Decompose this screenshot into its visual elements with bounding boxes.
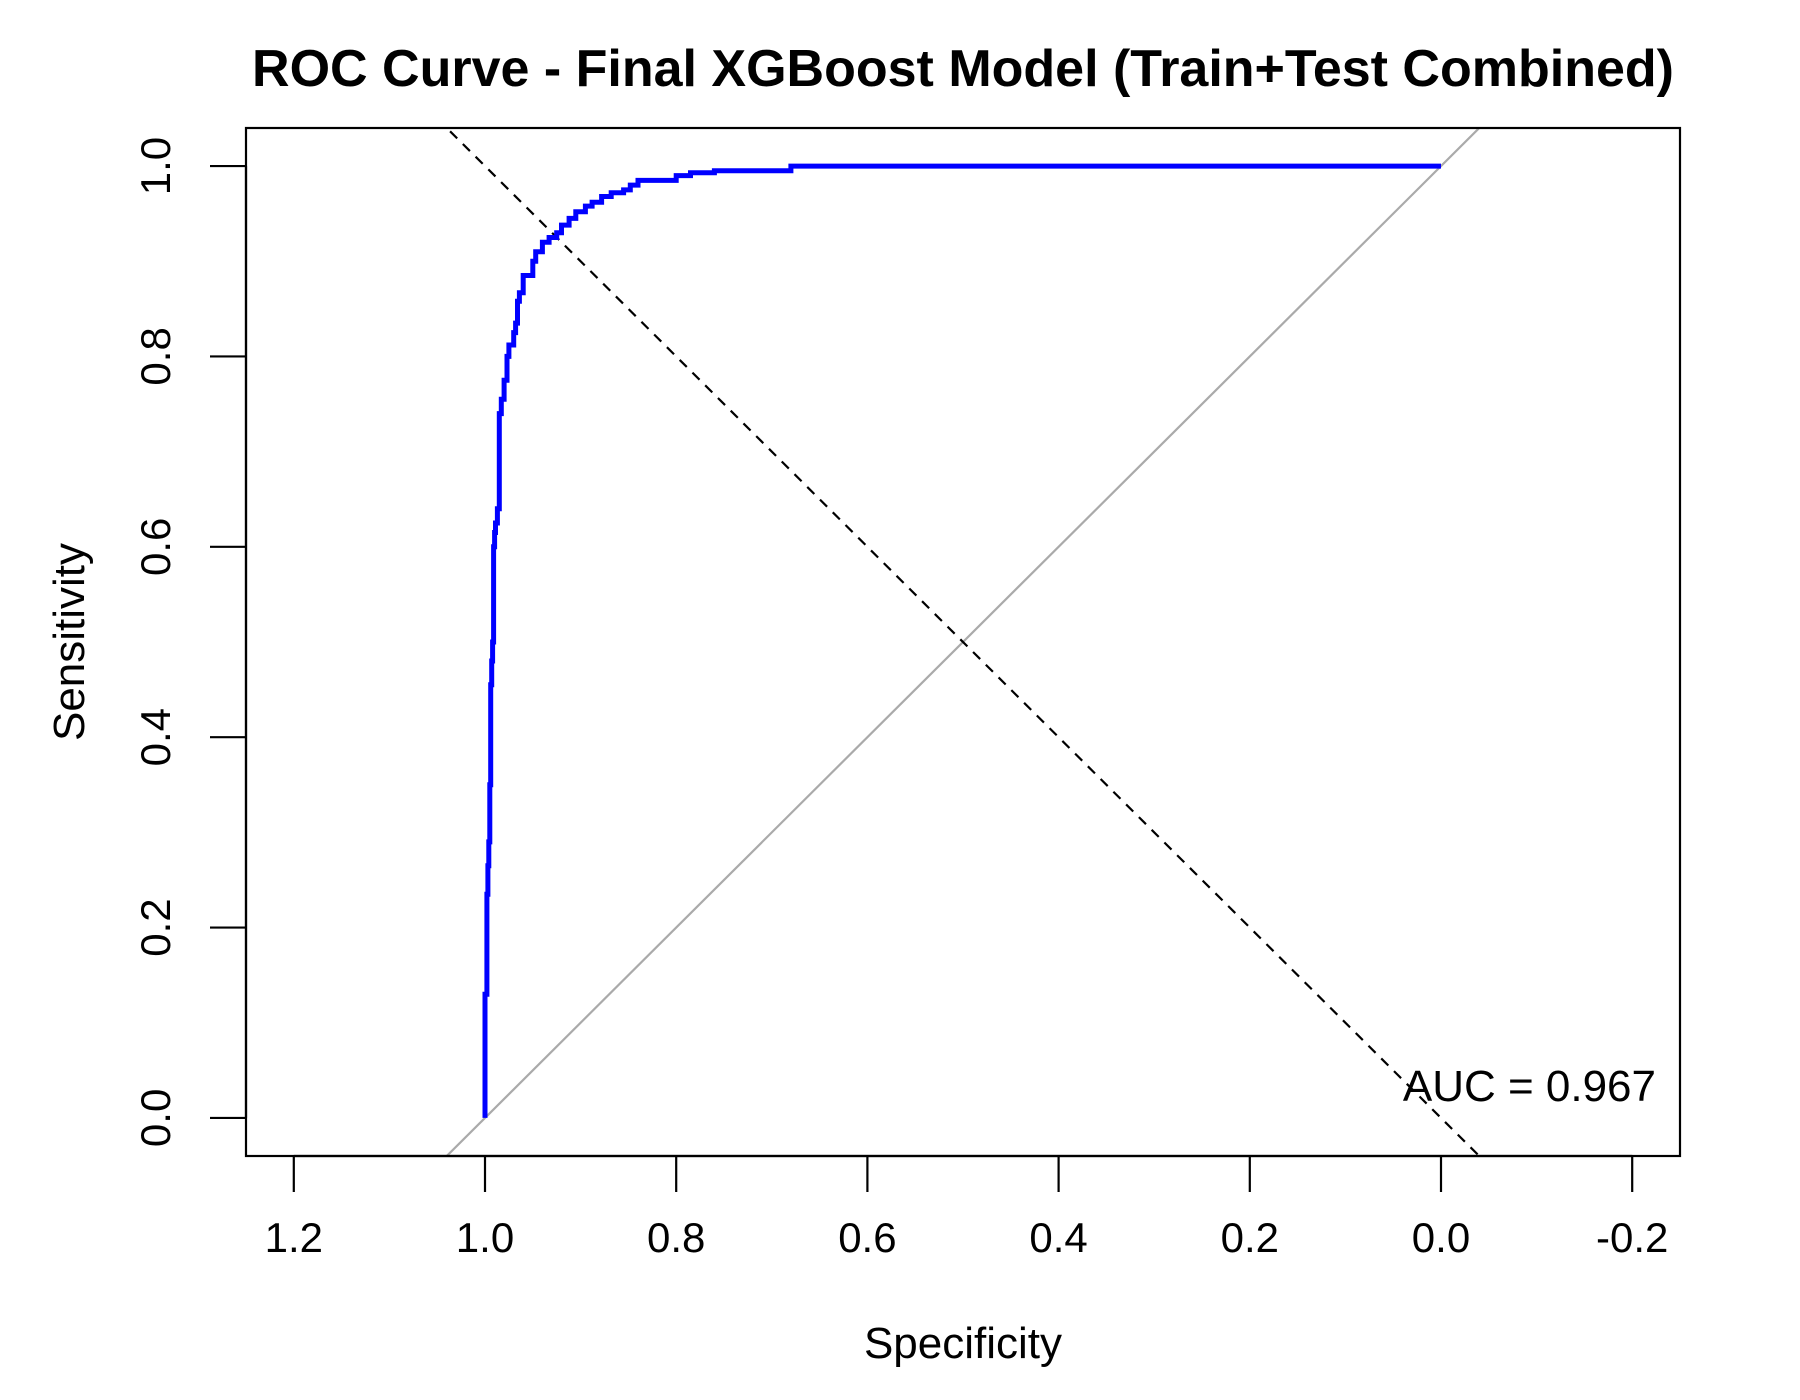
x-axis-label: Specificity <box>864 1319 1062 1368</box>
y-tick-label: 0.4 <box>132 708 179 766</box>
x-tick-label: 1.0 <box>456 1214 514 1261</box>
y-tick-label: 1.0 <box>132 137 179 195</box>
y-tick-label: 0.6 <box>132 518 179 576</box>
x-tick-label: 0.6 <box>838 1214 896 1261</box>
y-axis-label: Sensitivity <box>45 543 94 741</box>
x-tick-label: 0.0 <box>1412 1214 1470 1261</box>
roc-curve-line <box>482 163 1441 1118</box>
reference-dashed-line <box>445 128 1481 1156</box>
plot-area <box>445 128 1481 1156</box>
x-tick-label: 0.2 <box>1221 1214 1279 1261</box>
y-tick-label: 0.8 <box>132 327 179 385</box>
auc-annotation: AUC = 0.967 <box>1403 1062 1656 1111</box>
y-tick-label: 0.2 <box>132 898 179 956</box>
y-axis: 0.0 0.2 0.4 0.6 0.8 1.0 <box>132 137 248 1147</box>
reference-diagonal-line <box>445 128 1481 1156</box>
x-axis: 1.2 1.0 0.8 0.6 0.4 0.2 0.0 -0.2 <box>265 1154 1668 1261</box>
x-tick-label: 1.2 <box>265 1214 323 1261</box>
chart-title: ROC Curve - Final XGBoost Model (Train+T… <box>252 40 1674 98</box>
x-tick-label: -0.2 <box>1596 1214 1668 1261</box>
x-tick-label: 0.4 <box>1029 1214 1087 1261</box>
y-tick-label: 0.0 <box>132 1089 179 1147</box>
x-tick-label: 0.8 <box>647 1214 705 1261</box>
